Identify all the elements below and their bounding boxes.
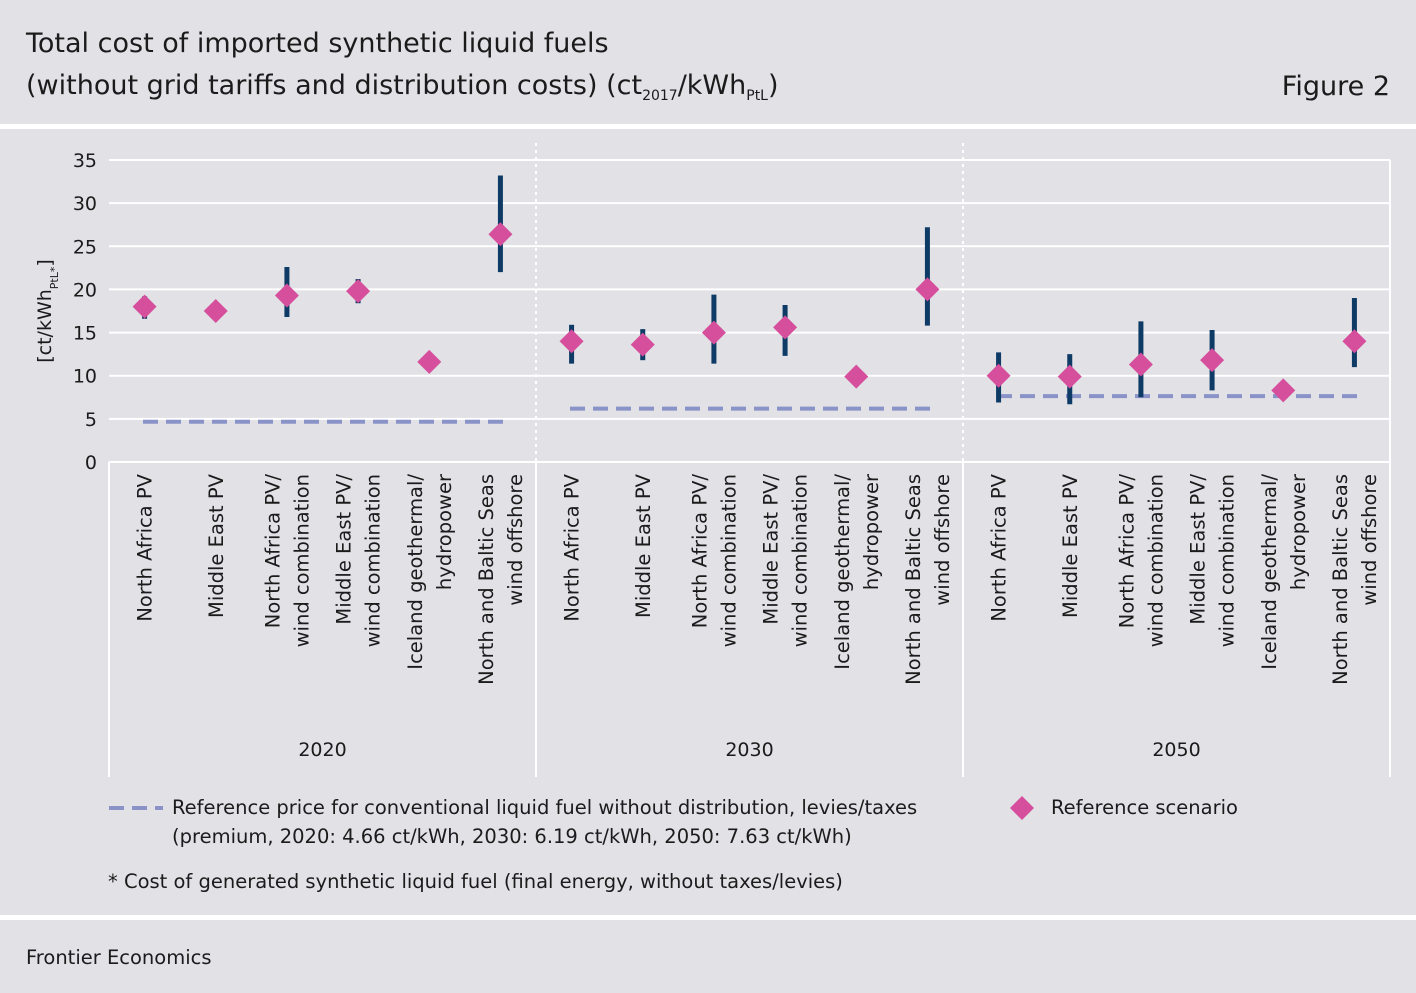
reference-scenario-marker (559, 329, 584, 354)
title-subscript-year: 2017 (642, 88, 678, 104)
category-label: hydropower (1287, 473, 1310, 590)
reference-scenario-marker (274, 283, 299, 308)
category-label: North Africa PV/ (688, 474, 711, 629)
reference-scenario-marker (203, 299, 228, 323)
category-label: North and Baltic Seas (475, 474, 498, 685)
category-label: North Africa PV (561, 473, 584, 621)
reference-scenario-marker (630, 332, 655, 357)
category-label: Middle East PV (1059, 473, 1082, 618)
category-label: Iceland geothermal/ (404, 474, 427, 670)
category-label: Iceland geothermal/ (1258, 474, 1281, 670)
reference-scenario-marker (1128, 352, 1153, 377)
group-label: 2050 (1152, 739, 1200, 761)
group-label: 2030 (725, 739, 773, 761)
chart-title-line-2: (without grid tariffs and distribution c… (26, 70, 779, 104)
reference-scenario-marker (488, 222, 513, 247)
reference-scenario-marker (844, 364, 869, 389)
category-label: wind combination (717, 474, 740, 647)
category-label: wind offshore (1358, 474, 1381, 606)
title-text-part: ) (767, 70, 779, 101)
chart-panel: 0 5 10 15 20 25 30 35 [ct/kWhPtL*] 2020 North Afri… (0, 129, 1416, 915)
legend-reference-line-text-2: (premium, 2020: 4.66 ct/kWh, 2030: 6.19 … (172, 825, 852, 848)
category-label: Middle East PV (205, 473, 228, 618)
category-label: Iceland geothermal/ (831, 474, 854, 670)
category-label: wind combination (1216, 474, 1239, 647)
figure-label: Figure 2 (1281, 71, 1390, 102)
footer-separator (0, 915, 1416, 920)
header: Total cost of imported synthetic liquid … (0, 0, 1416, 124)
reference-scenario-marker (915, 277, 940, 302)
reference-scenario-marker (1342, 329, 1367, 354)
y-tick-label: 5 (85, 409, 97, 431)
title-text-part: /kWh (677, 70, 747, 101)
category-label: Middle East PV/ (333, 474, 356, 625)
reference-scenario-marker (417, 349, 442, 374)
reference-scenario-marker (1271, 378, 1296, 403)
reference-scenario-marker (346, 279, 371, 304)
chart-title-line-1: Total cost of imported synthetic liquid … (26, 28, 609, 59)
title-text-part: (without grid tariffs and distribution c… (26, 70, 643, 101)
y-tick-label: 35 (73, 150, 97, 172)
category-label: wind combination (362, 474, 385, 647)
category-label: wind offshore (504, 474, 527, 606)
legend-marker-text: Reference scenario (1051, 796, 1238, 819)
category-label: North and Baltic Seas (1329, 474, 1352, 685)
category-label: Middle East PV (632, 473, 655, 618)
y-axis-label: [ct/kWhPtL*] (34, 259, 61, 363)
source-note: Frontier Economics (26, 946, 212, 969)
y-tick-label: 30 (73, 193, 97, 215)
category-label: Middle East PV/ (1187, 474, 1210, 625)
reference-scenario-marker (132, 294, 157, 319)
y-tick-label: 15 (73, 323, 97, 345)
category-label: wind combination (789, 474, 812, 647)
y-tick-label: 25 (73, 236, 97, 258)
category-label: wind combination (290, 474, 313, 647)
legend-reference-line-text-1: Reference price for conventional liquid … (172, 796, 918, 819)
title-subscript-ptl: PtL (746, 88, 768, 104)
footnote: * Cost of generated synthetic liquid fue… (108, 870, 843, 893)
category-label: North Africa PV/ (1115, 474, 1138, 629)
category-label: wind offshore (931, 474, 954, 606)
header-separator (0, 124, 1416, 129)
group-label: 2020 (298, 739, 346, 761)
category-label: North Africa PV (988, 473, 1011, 621)
reference-scenario-marker (986, 363, 1011, 388)
category-label: hydropower (433, 473, 456, 590)
legend-reference-line-text: Reference price for conventional liquid … (172, 793, 917, 851)
chart-svg: 0 5 10 15 20 25 30 35 [ct/kWhPtL*] 2020 North Afri… (34, 143, 1391, 820)
reference-scenario-marker (1200, 348, 1225, 373)
category-label: North and Baltic Seas (902, 474, 925, 685)
reference-scenario-marker (773, 315, 798, 340)
category-label: wind combination (1144, 474, 1167, 647)
category-label: Middle East PV/ (760, 474, 783, 625)
category-label: hydropower (860, 473, 883, 590)
footer: Frontier Economics (0, 925, 1416, 993)
category-label: North Africa PV/ (261, 474, 284, 629)
legend-marker-symbol (1010, 796, 1034, 820)
reference-scenario-marker (701, 320, 726, 345)
y-tick-label: 10 (73, 366, 97, 388)
category-label: North Africa PV (134, 473, 157, 621)
reference-scenario-marker (1057, 364, 1082, 389)
y-tick-label: 20 (73, 279, 97, 301)
y-tick-label: 0 (85, 452, 97, 474)
